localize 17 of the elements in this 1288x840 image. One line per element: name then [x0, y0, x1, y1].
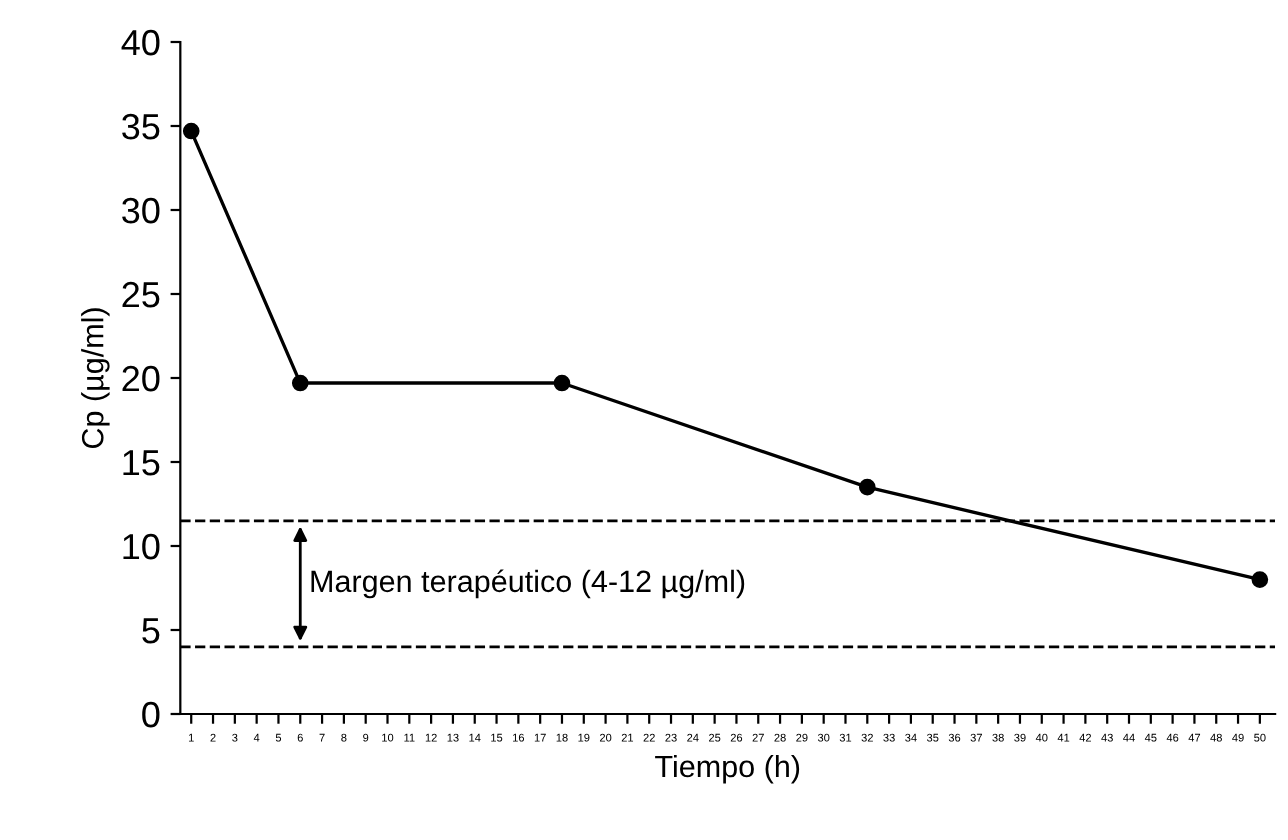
- point: [858, 478, 876, 496]
- y-axis-title: Cp (µg/ml): [81, 308, 110, 449]
- y-tick-label: 30: [122, 197, 160, 224]
- y-tick-label: 25: [122, 281, 160, 308]
- x-axis-title: Tiempo (h): [655, 754, 800, 784]
- y-tick-label: 10: [123, 533, 160, 560]
- y-tick-label: 0: [142, 701, 160, 728]
- y-tick-label: 20: [122, 365, 160, 392]
- point: [291, 374, 309, 392]
- y-tick-label: 5: [142, 618, 160, 644]
- y-tick-label: 35: [122, 113, 160, 140]
- annotation: Margen terapéutico (4-12 µg/ml): [311, 569, 745, 599]
- point: [1251, 571, 1269, 588]
- point: [553, 374, 571, 392]
- y-tick-label: 15: [123, 450, 160, 476]
- point: [182, 122, 200, 140]
- y-tick-label: 40: [121, 29, 160, 56]
